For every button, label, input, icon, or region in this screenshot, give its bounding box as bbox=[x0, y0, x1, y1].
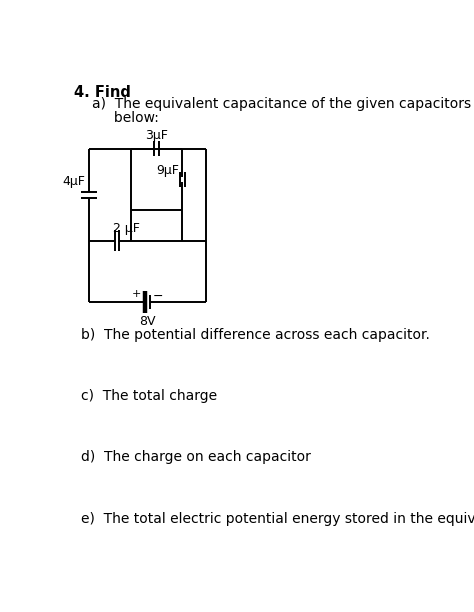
Text: a)  The equivalent capacitance of the given capacitors in the figure: a) The equivalent capacitance of the giv… bbox=[92, 97, 474, 111]
Text: b)  The potential difference across each capacitor.: b) The potential difference across each … bbox=[82, 328, 430, 342]
Text: c)  The total charge: c) The total charge bbox=[82, 389, 218, 403]
Text: +: + bbox=[131, 288, 141, 299]
Text: 4μF: 4μF bbox=[62, 174, 85, 188]
Text: 2 μF: 2 μF bbox=[113, 222, 140, 235]
Text: −: − bbox=[153, 290, 163, 303]
Text: 3μF: 3μF bbox=[145, 129, 168, 142]
Text: 9μF: 9μF bbox=[156, 164, 179, 177]
Text: e)  The total electric potential energy stored in the equivalent capacitor.: e) The total electric potential energy s… bbox=[82, 512, 474, 526]
Text: 8V: 8V bbox=[139, 315, 155, 328]
Text: 4. Find: 4. Find bbox=[74, 85, 131, 100]
Text: d)  The charge on each capacitor: d) The charge on each capacitor bbox=[82, 450, 311, 465]
Text: below:: below: bbox=[92, 111, 159, 125]
